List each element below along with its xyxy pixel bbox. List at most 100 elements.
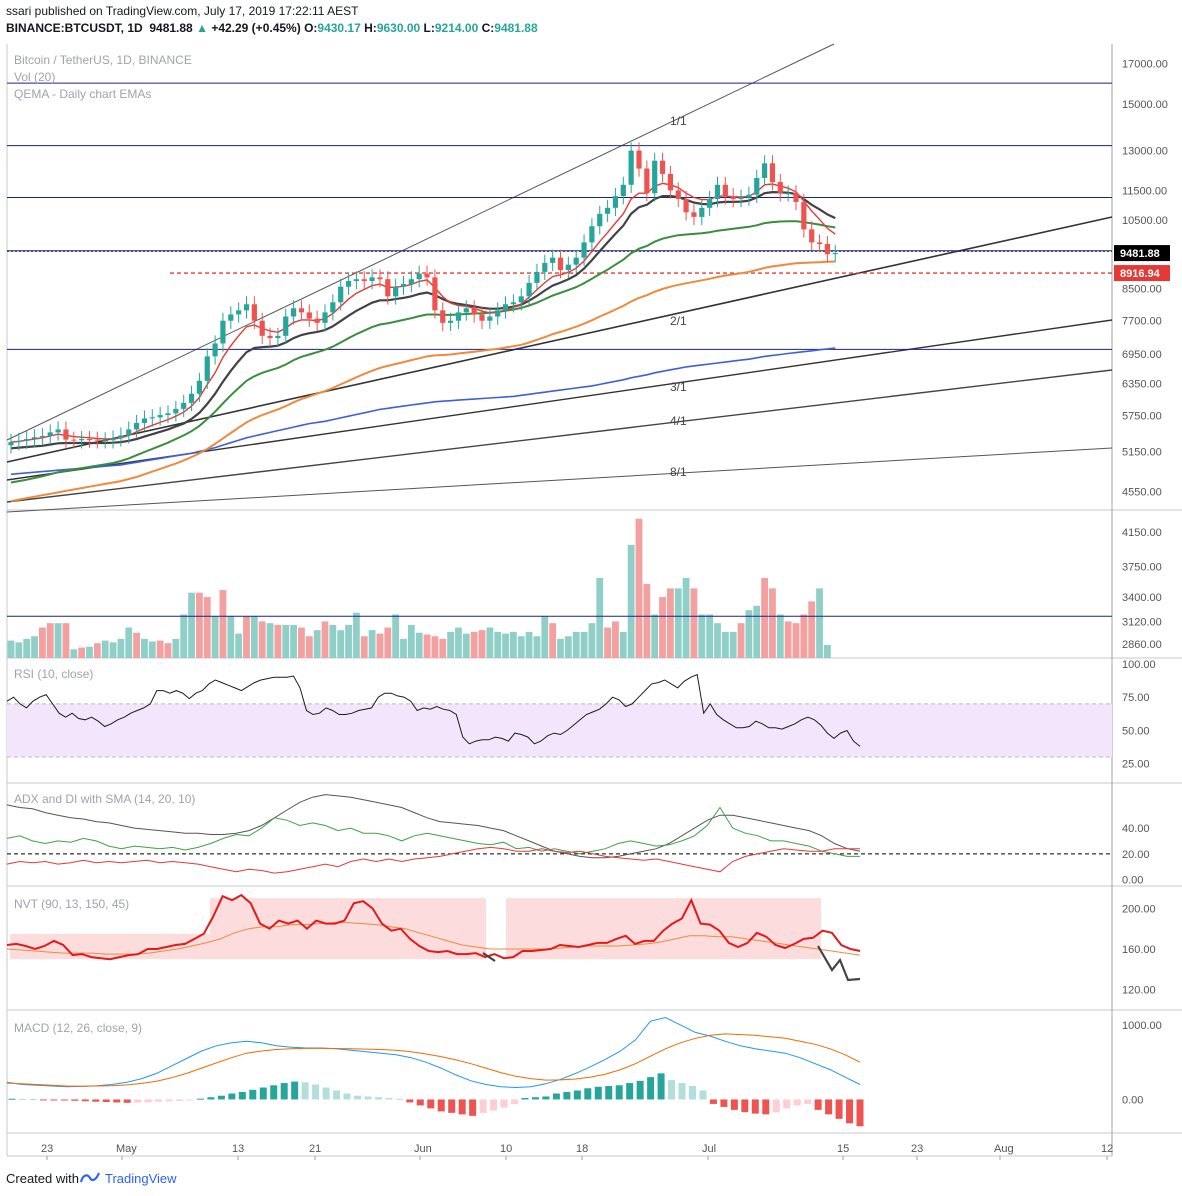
candle-body — [408, 279, 414, 285]
x-tick-label: 18 — [576, 1143, 588, 1155]
macd-hist-bar — [29, 1099, 37, 1101]
candle-body — [345, 281, 352, 287]
macd-hist-bar — [228, 1093, 236, 1100]
volume-bar — [329, 624, 337, 658]
macd-hist-bar — [720, 1099, 728, 1107]
macd-hist-bar — [490, 1099, 498, 1111]
ratio-label: 1/1 — [670, 114, 687, 128]
macd-hist-bar — [594, 1086, 602, 1100]
volume-bar — [337, 630, 345, 658]
x-tick-label: 12 — [1101, 1143, 1113, 1155]
candle-body — [652, 160, 658, 194]
price-tick-label: 13000.00 — [1122, 146, 1168, 158]
candle-body — [534, 271, 540, 283]
rsi-tick-label: 75.00 — [1122, 692, 1150, 704]
macd-hist-bar — [343, 1093, 351, 1100]
volume-bar — [753, 605, 761, 658]
candle-body — [314, 318, 320, 323]
candle-body — [330, 302, 336, 313]
volume-bar — [714, 623, 721, 658]
macd-hist-bar — [207, 1097, 215, 1100]
volume-bar — [494, 631, 502, 658]
volume-bar — [400, 638, 407, 658]
ratio-label: 4/1 — [670, 414, 687, 428]
volume-bar — [353, 612, 360, 658]
macd-hist-bar — [626, 1083, 634, 1100]
volume-bar — [612, 621, 619, 658]
candle-body — [204, 356, 210, 381]
macd-hist-bar — [270, 1085, 278, 1100]
candle-body — [589, 226, 595, 243]
candle-body — [126, 429, 132, 436]
adx-series--DI — [6, 846, 860, 874]
adx-tick-label: 20.00 — [1122, 849, 1150, 861]
macd-hist-bar — [762, 1099, 770, 1115]
volume-bar — [164, 643, 172, 658]
volume-bar — [447, 631, 454, 658]
macd-hist-bar — [353, 1095, 361, 1100]
price-tag-label: 8916.94 — [1120, 268, 1161, 280]
candle-body — [86, 439, 93, 441]
candle-body — [699, 207, 705, 217]
nvt-tick-label: 120.00 — [1122, 985, 1156, 997]
volume-bar — [219, 590, 227, 658]
volume-bar — [674, 588, 682, 658]
trend-line — [6, 216, 1113, 463]
macd-hist-bar — [804, 1099, 812, 1104]
price-tick-label: 17000.00 — [1122, 58, 1168, 70]
rsi-tick-label: 25.00 — [1122, 759, 1150, 771]
candle-body — [39, 435, 45, 438]
candle-body — [824, 244, 830, 255]
adx-title: ADX and DI with SMA (14, 20, 10) — [14, 792, 195, 806]
adx-pane: ADX and DI with SMA (14, 20, 10) — [6, 792, 1112, 874]
candle-body — [385, 279, 391, 297]
footer-brand[interactable]: TradingView — [104, 1171, 177, 1186]
volume-bar — [368, 630, 376, 658]
macd-hist-bar — [144, 1099, 152, 1103]
ratio-label: 8/1 — [670, 465, 687, 479]
open-label: O: — [304, 21, 318, 35]
nvt-pane: NVT (90, 13, 150, 45) — [6, 893, 861, 982]
price-tick-label: 5150.00 — [1122, 446, 1162, 458]
chart-frame — [6, 44, 1182, 1157]
macd-hist-bar — [416, 1099, 424, 1106]
macd-hist-bar — [102, 1099, 110, 1103]
trend-line — [6, 369, 1113, 503]
volume-bar — [93, 643, 101, 658]
volume-bar — [627, 544, 635, 658]
volume-bar — [180, 614, 188, 658]
volume-bar — [564, 636, 572, 658]
x-tick-label: 10 — [500, 1143, 512, 1155]
chart-canvas[interactable]: 1/1 2/1 3/1 4/1 8/1 RSI (10, close) ADX and … — [0, 0, 1182, 1160]
macd-hist-bar — [71, 1099, 79, 1101]
candle-body — [597, 213, 603, 227]
candle-body — [832, 253, 838, 255]
volume-bar — [635, 518, 643, 658]
volume-bar — [549, 623, 557, 658]
candle-body — [581, 242, 587, 258]
candle-body — [16, 440, 22, 443]
volume-bar — [721, 631, 729, 658]
high-value: 9630.00 — [376, 21, 421, 35]
macd-hist-bar — [123, 1099, 131, 1103]
nvt-title: NVT (90, 13, 150, 45) — [14, 897, 129, 911]
symbol-ohlc: BINANCE:BTCUSDT, 1D 9481.88 ▲ +42.29 (+0… — [6, 21, 538, 35]
nvt-line — [6, 893, 861, 961]
candle-body — [707, 198, 713, 208]
volume-bar — [769, 588, 776, 658]
candle-body — [79, 439, 85, 441]
candle-body — [628, 150, 634, 185]
macd-hist-bar — [60, 1099, 68, 1101]
rsi-tick-label: 100.00 — [1122, 659, 1156, 671]
macd-hist-bar — [238, 1092, 246, 1100]
candle-body — [369, 277, 375, 282]
candle-body — [400, 284, 407, 287]
macd-hist-bar — [406, 1099, 414, 1103]
macd-hist-bar — [469, 1099, 477, 1116]
candle-body — [181, 402, 187, 409]
macd-hist-bar — [521, 1097, 529, 1100]
ema-green-line — [10, 220, 836, 484]
volume-bar — [761, 577, 768, 658]
volume-bar — [15, 642, 23, 658]
candle-body — [738, 197, 744, 199]
